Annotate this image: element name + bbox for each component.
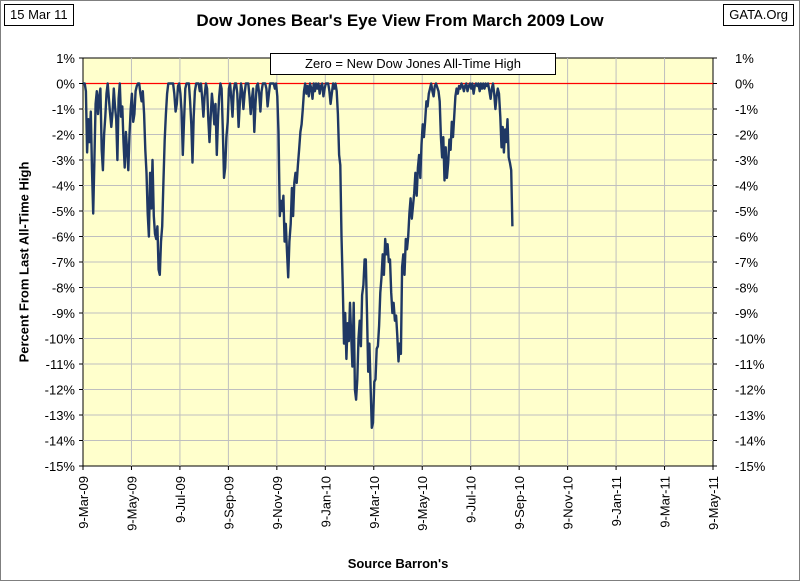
y-tick-label: -7% <box>52 255 76 270</box>
y-tick-label: -6% <box>52 230 76 245</box>
x-tick-label: 9-Nov-10 <box>561 476 576 529</box>
y-tick-label: -14% <box>45 434 76 449</box>
y-tick-label: -13% <box>45 408 76 423</box>
x-tick-label: 9-Mar-10 <box>367 476 382 529</box>
y-tick-label: -12% <box>45 383 76 398</box>
y-tick-label: -13% <box>735 408 766 423</box>
x-tick-label: 9-May-10 <box>415 476 430 531</box>
y-tick-label: -9% <box>735 306 759 321</box>
x-tick-label: 9-Jul-09 <box>173 476 188 523</box>
y-tick-label: -2% <box>735 128 759 143</box>
y-tick-label: -7% <box>735 255 759 270</box>
date-label: 15 Mar 11 <box>4 4 74 26</box>
y-tick-label: -9% <box>52 306 76 321</box>
y-tick-label: -6% <box>735 230 759 245</box>
x-axis-title: Source Barron's <box>347 556 449 571</box>
chart-title: Dow Jones Bear's Eye View From March 200… <box>196 11 604 30</box>
y-tick-label: -15% <box>735 459 766 474</box>
x-tick-label: 9-Nov-09 <box>270 476 285 529</box>
y-tick-label: 1% <box>56 51 75 66</box>
y-tick-label: -4% <box>735 179 759 194</box>
y-tick-label: -11% <box>735 357 765 372</box>
y-tick-label: -11% <box>46 357 76 372</box>
y-tick-label: -1% <box>735 102 759 117</box>
y-tick-label: -10% <box>45 332 76 347</box>
y-tick-label: -15% <box>45 459 76 474</box>
y-tick-label: -3% <box>735 153 759 168</box>
y-axis-title: Percent From Last All-Time High <box>16 161 32 363</box>
x-tick-label: 9-May-11 <box>706 476 721 530</box>
y-tick-label: 1% <box>735 51 754 66</box>
x-tick-label: 9-Jul-10 <box>464 476 479 523</box>
x-tick-label: 9-Sep-09 <box>221 476 236 529</box>
x-tick-label: 9-May-09 <box>124 476 139 531</box>
zero-annotation: Zero = New Dow Jones All-Time High <box>270 53 556 75</box>
y-tick-label: -14% <box>735 434 766 449</box>
y-tick-label: -5% <box>52 204 76 219</box>
source-label: GATA.Org <box>723 4 794 26</box>
dow-series-line <box>83 82 514 429</box>
y-tick-label: -2% <box>52 128 76 143</box>
x-tick-label: 9-Sep-10 <box>512 476 527 529</box>
y-tick-label: -1% <box>52 102 76 117</box>
y-axis-left: 1% 0% -1% -2% -3% -4% -5% -6% -7% -8% -9% -10% -11% -… <box>45 51 83 474</box>
y-tick-label: -3% <box>52 153 76 168</box>
x-tick-label: 9-Mar-09 <box>76 476 91 529</box>
y-tick-label: -8% <box>52 281 76 296</box>
x-axis: 9-Mar-09 9-May-09 9-Jul-09 9-Sep-09 9-Nov-09… <box>76 466 721 531</box>
y-axis-right: 1% 0% -1% -2% -3% -4% -5% -6% -7% -8% -9% -10% -11% -… <box>713 51 766 474</box>
x-tick-label: 9-Jan-11 <box>609 476 624 526</box>
y-tick-label: 0% <box>56 77 75 92</box>
y-tick-label: -5% <box>735 204 759 219</box>
y-tick-label: -12% <box>735 383 766 398</box>
x-tick-label: 9-Mar-11 <box>658 476 673 528</box>
y-tick-label: -8% <box>735 281 759 296</box>
y-tick-label: 0% <box>735 77 754 92</box>
y-tick-label: -10% <box>735 332 766 347</box>
x-tick-label: 9-Jan-10 <box>318 476 333 527</box>
y-tick-label: -4% <box>52 179 76 194</box>
